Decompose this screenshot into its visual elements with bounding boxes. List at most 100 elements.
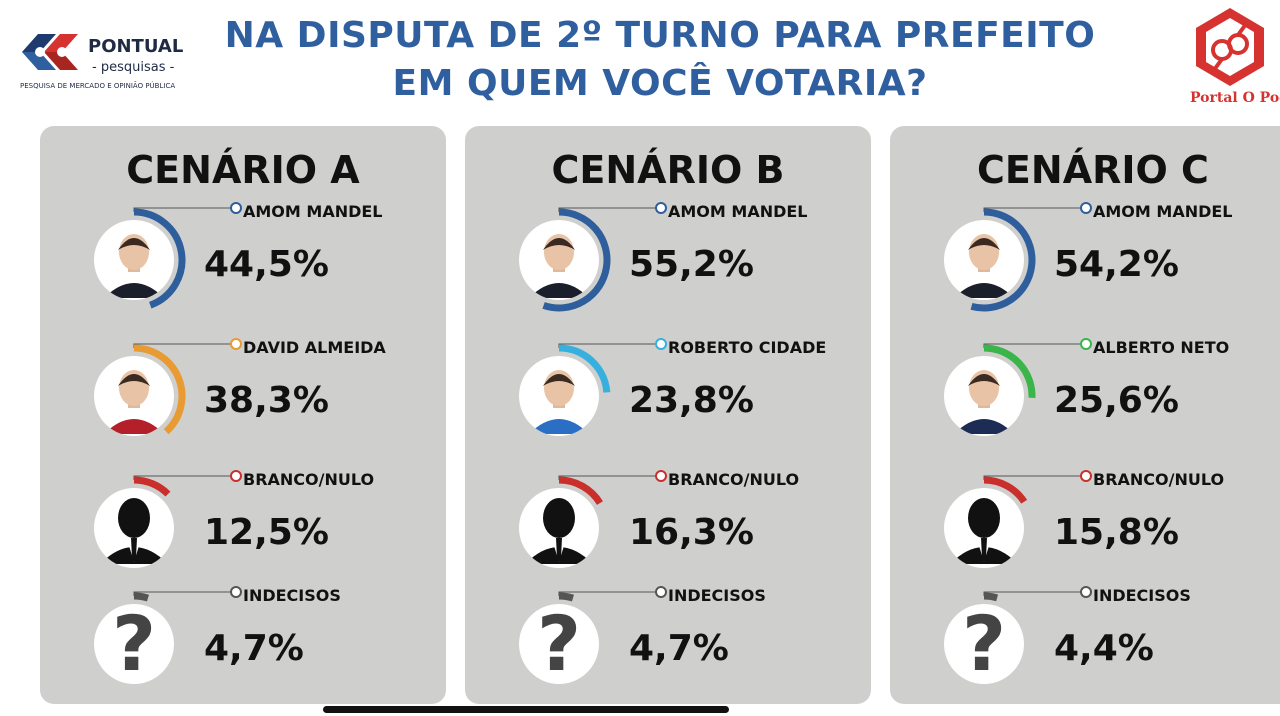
candidate-name: INDECISOS: [1093, 586, 1191, 605]
result-donut: ?: [519, 586, 667, 688]
pontual-logo: PONTUAL - pesquisas - PESQUISA DE MERCAD…: [18, 30, 198, 100]
candidate-photo: [104, 370, 164, 434]
result-donut: [94, 470, 242, 568]
candidate-name: ROBERTO CIDADE: [668, 338, 827, 357]
result-row: ? INDECISOS 4,4%: [890, 586, 1280, 714]
page-title: NA DISPUTA DE 2º TURNO PARA PREFEITO EM …: [200, 12, 1120, 108]
legend-dot: [655, 586, 667, 598]
result-row: ? INDECISOS 4,7%: [40, 586, 446, 714]
value-arc: [133, 208, 186, 309]
candidate-photo: [529, 370, 589, 434]
value-arc: [558, 592, 574, 602]
result-row: AMOM MANDEL 54,2%: [890, 202, 1280, 330]
result-row: BRANCO/NULO 12,5%: [40, 470, 446, 598]
candidate-name: AMOM MANDEL: [668, 202, 808, 221]
result-donut: ?: [94, 586, 242, 684]
scenario-panel: CENÁRIO B AMOM MANDEL 55,2% ROBERTO CIDADE 2…: [465, 126, 871, 704]
percentage-label: 15,8%: [1054, 512, 1179, 553]
legend-dot: [655, 338, 667, 350]
result-donut: [94, 202, 242, 309]
question-icon: ?: [962, 599, 1006, 688]
result-donut: ?: [944, 586, 1092, 688]
value-arc: [558, 344, 611, 393]
legend-dot: [230, 202, 242, 214]
percentage-label: 4,7%: [629, 628, 729, 669]
legend-dot: [1080, 586, 1092, 598]
silhouette-icon: [950, 498, 1018, 564]
candidate-photo: [954, 234, 1014, 298]
legend-dot: [655, 470, 667, 482]
result-donut: [519, 470, 667, 568]
leader-line: [133, 591, 232, 596]
candidate-name: AMOM MANDEL: [1093, 202, 1233, 221]
avatar-disc: [944, 604, 1024, 684]
portal-o-poder-caption: Portal O Poder: [1190, 90, 1280, 106]
legend-dot: [1080, 202, 1092, 214]
scenario-panel: CENÁRIO C AMOM MANDEL 54,2% ALBERTO NETO 25,…: [890, 126, 1280, 704]
result-donut: [944, 470, 1092, 568]
result-row: ? INDECISOS 4,7%: [465, 586, 871, 714]
percentage-label: 16,3%: [629, 512, 754, 553]
result-row: ALBERTO NETO 25,6%: [890, 338, 1280, 466]
result-row: AMOM MANDEL 55,2%: [465, 202, 871, 330]
result-donut: [944, 338, 1092, 436]
value-arc: [983, 592, 999, 602]
svg-text:?: ?: [962, 599, 1006, 688]
value-arc: [970, 208, 1036, 312]
question-icon: ?: [537, 599, 581, 688]
percentage-label: 4,4%: [1054, 628, 1154, 669]
candidate-name: BRANCO/NULO: [243, 470, 375, 489]
pontual-sub: - pesquisas -: [92, 60, 175, 75]
value-arc: [558, 476, 603, 505]
candidate-name: BRANCO/NULO: [668, 470, 800, 489]
svg-text:?: ?: [537, 599, 581, 688]
candidate-photo: [529, 234, 589, 298]
percentage-label: 44,5%: [204, 244, 329, 285]
pontual-logo-mark: [22, 34, 78, 70]
avatar-disc: [519, 604, 599, 684]
legend-dot: [230, 470, 242, 482]
home-indicator: [323, 706, 729, 713]
value-arc: [133, 476, 171, 497]
percentage-label: 23,8%: [629, 380, 754, 421]
legend-dot: [655, 202, 667, 214]
result-donut: [519, 202, 667, 312]
leader-line: [558, 591, 657, 596]
result-donut: [944, 202, 1092, 312]
percentage-label: 25,6%: [1054, 380, 1179, 421]
value-arc: [983, 344, 1036, 398]
result-donut: [94, 338, 242, 436]
scenario-title: CENÁRIO B: [551, 148, 785, 192]
percentage-label: 54,2%: [1054, 244, 1179, 285]
result-row: ROBERTO CIDADE 23,8%: [465, 338, 871, 466]
silhouette-icon: [100, 498, 168, 564]
candidate-name: BRANCO/NULO: [1093, 470, 1225, 489]
pontual-tagline: PESQUISA DE MERCADO E OPINIÃO PÚBLICA: [20, 82, 176, 90]
avatar-disc: [94, 604, 174, 684]
percentage-label: 38,3%: [204, 380, 329, 421]
scenario-title: CENÁRIO C: [977, 148, 1209, 192]
candidate-name: ALBERTO NETO: [1093, 338, 1230, 357]
value-arc: [133, 344, 186, 435]
portal-o-poder-mark: [1196, 8, 1264, 86]
percentage-label: 12,5%: [204, 512, 329, 553]
legend-dot: [1080, 470, 1092, 482]
candidate-name: AMOM MANDEL: [243, 202, 383, 221]
title-line-1: NA DISPUTA DE 2º TURNO PARA PREFEITO: [224, 15, 1096, 56]
legend-dot: [230, 586, 242, 598]
percentage-label: 4,7%: [204, 628, 304, 669]
result-row: DAVID ALMEIDA 38,3%: [40, 338, 446, 466]
candidate-photo: [104, 234, 164, 298]
portal-o-poder-logo: Portal O Poder: [1190, 4, 1280, 114]
legend-dot: [230, 338, 242, 350]
question-icon: ?: [112, 604, 156, 684]
pontual-brand: PONTUAL: [88, 36, 184, 57]
title-line-2: EM QUEM VOCÊ VOTARIA?: [392, 63, 928, 104]
candidate-name: INDECISOS: [668, 586, 766, 605]
scenario-title: CENÁRIO A: [126, 148, 360, 192]
value-arc: [542, 208, 611, 312]
silhouette-icon: [525, 498, 593, 564]
legend-dot: [1080, 338, 1092, 350]
candidate-name: DAVID ALMEIDA: [243, 338, 386, 357]
result-row: BRANCO/NULO 15,8%: [890, 470, 1280, 598]
